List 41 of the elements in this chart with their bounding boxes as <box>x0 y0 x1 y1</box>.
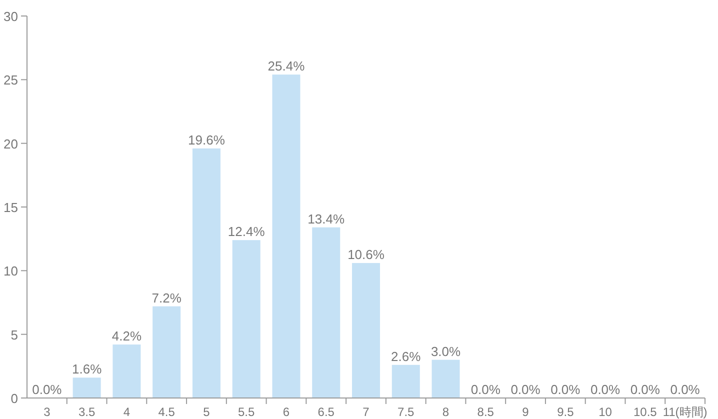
data-label: 0.0% <box>470 382 501 397</box>
x-tick-label: 3 <box>44 405 51 419</box>
x-tick-label: 7.5 <box>398 405 415 419</box>
x-tick-label: 3.5 <box>78 405 96 419</box>
x-tick-label: 9.5 <box>557 405 574 419</box>
x-tick-label: 6 <box>282 405 290 419</box>
data-label: 4.2% <box>112 328 142 344</box>
data-label: 25.4% <box>268 58 306 74</box>
x-tick-label: 4.5 <box>158 405 176 419</box>
y-tick-label: 10 <box>4 264 18 279</box>
x-tick-label: 7 <box>362 405 370 419</box>
data-label: 0.0% <box>630 382 660 397</box>
data-label: 12.4% <box>228 224 266 240</box>
y-tick-label: 20 <box>4 136 18 152</box>
y-tick-label: 5 <box>10 327 18 342</box>
x-tick-label: 10.5 <box>633 405 658 419</box>
x-tick-label: 10 <box>598 405 612 419</box>
data-label: 0.0% <box>550 382 581 397</box>
x-tick-label: 5 <box>203 405 210 419</box>
y-tick-label: 25 <box>4 72 18 88</box>
data-label: 19.6% <box>188 132 226 148</box>
x-tick-label: 8 <box>442 405 450 419</box>
x-tick-label: 4 <box>123 405 130 419</box>
y-tick-label: 0 <box>10 391 18 406</box>
data-label: 1.6% <box>72 362 102 377</box>
data-label: 0.0% <box>32 382 62 397</box>
data-label: 0.0% <box>510 382 541 397</box>
data-label: 10.6% <box>348 247 385 262</box>
y-tick-label: 15 <box>4 200 18 215</box>
data-label: 0.0% <box>670 382 700 397</box>
data-label: 13.4% <box>308 211 345 226</box>
data-label: 2.6% <box>391 348 422 364</box>
x-tick-label: 6.5 <box>318 405 335 419</box>
data-label: 7.2% <box>152 290 182 306</box>
x-tick-label: 11(時間) <box>662 405 708 419</box>
x-tick-label: 5.5 <box>238 405 256 419</box>
y-tick-label: 30 <box>4 9 18 24</box>
x-tick-label: 9 <box>522 405 530 419</box>
data-label: 0.0% <box>590 382 621 397</box>
data-label: 3.0% <box>430 344 462 359</box>
x-tick-label: 8.5 <box>477 405 494 419</box>
